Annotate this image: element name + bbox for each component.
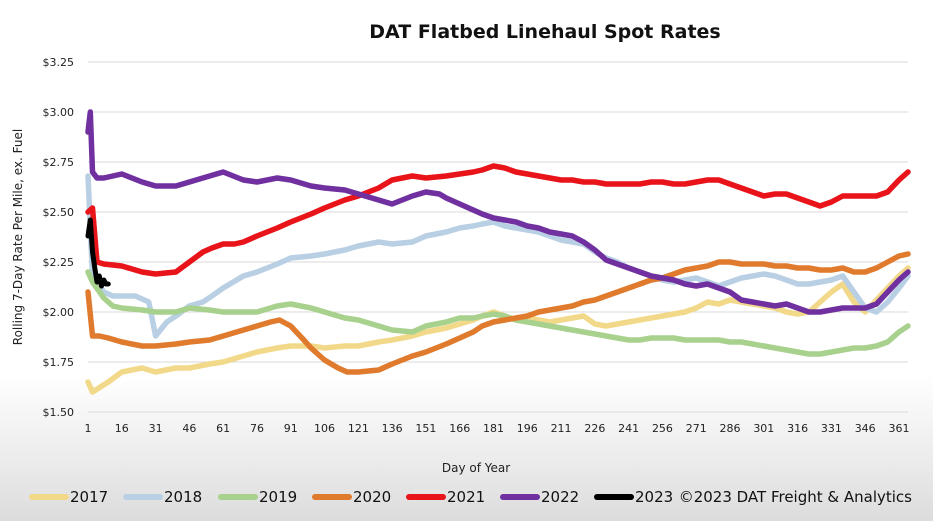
- x-tick-label: 196: [517, 422, 538, 435]
- x-axis-ticks: 1 16 31 46 61 76 91 106 121 136 151 166 181 196 211 226…: [85, 422, 910, 435]
- x-tick-label: 46: [182, 422, 196, 435]
- x-tick-label: 226: [584, 422, 605, 435]
- series-line-2019: [85, 269, 911, 357]
- legend-label-2020: 2020: [353, 488, 391, 506]
- legend-label-2021: 2021: [447, 488, 485, 506]
- y-tick-label: $2.25: [43, 256, 75, 269]
- x-tick-label: 1: [85, 422, 92, 435]
- x-tick-label: 91: [284, 422, 298, 435]
- series-line-2022: [85, 109, 911, 315]
- x-tick-label: 331: [821, 422, 842, 435]
- x-tick-label: 256: [652, 422, 673, 435]
- x-tick-label: 361: [888, 422, 909, 435]
- y-tick-label: $3.25: [43, 56, 75, 69]
- x-tick-label: 211: [551, 422, 572, 435]
- x-tick-label: 61: [216, 422, 230, 435]
- series-line-2017: [85, 265, 911, 395]
- x-tick-label: 31: [149, 422, 163, 435]
- copyright-text: ©2023 DAT Freight & Analytics: [679, 488, 912, 506]
- x-tick-label: 241: [618, 422, 639, 435]
- x-tick-label: 151: [415, 422, 436, 435]
- x-tick-label: 346: [855, 422, 876, 435]
- y-axis-label: Rolling 7-Day Rate Per Mile, ex. Fuel: [11, 129, 25, 345]
- y-tick-label: $1.50: [43, 406, 75, 419]
- x-tick-label: 76: [250, 422, 264, 435]
- y-tick-label: $2.75: [43, 156, 75, 169]
- x-tick-label: 16: [115, 422, 129, 435]
- y-tick-label: $2.00: [43, 306, 75, 319]
- x-tick-label: 271: [686, 422, 707, 435]
- y-tick-label: $2.50: [43, 206, 75, 219]
- x-axis-label: Day of Year: [442, 461, 510, 475]
- x-tick-label: 121: [348, 422, 369, 435]
- y-tick-label: $1.75: [43, 356, 75, 369]
- x-tick-label: 301: [753, 422, 774, 435]
- x-tick-label: 166: [449, 422, 470, 435]
- y-axis-ticks: $1.50 $1.75 $2.00 $2.25 $2.50 $2.75 $3.00 $3.25: [43, 56, 75, 419]
- series-lines: [85, 109, 911, 395]
- chart-title: DAT Flatbed Linehaul Spot Rates: [369, 21, 720, 43]
- gridlines: [88, 61, 908, 413]
- series-line-2018: [85, 173, 911, 339]
- legend-label-2017: 2017: [70, 488, 108, 506]
- series-line-2021: [85, 163, 911, 277]
- x-tick-label: 316: [787, 422, 808, 435]
- legend-label-2023: 2023: [635, 488, 673, 506]
- x-tick-label: 286: [720, 422, 741, 435]
- series-line-2023: [85, 217, 111, 289]
- legend-label-2018: 2018: [164, 488, 202, 506]
- legend-label-2019: 2019: [259, 488, 297, 506]
- x-tick-label: 136: [382, 422, 403, 435]
- legend-label-2022: 2022: [541, 488, 579, 506]
- x-tick-label: 181: [483, 422, 504, 435]
- y-tick-label: $3.00: [43, 106, 75, 119]
- x-tick-label: 106: [314, 422, 335, 435]
- legend: 2017 2018 2019 2020 2021 2022 2023: [29, 488, 673, 506]
- series-line-2020: [85, 251, 911, 375]
